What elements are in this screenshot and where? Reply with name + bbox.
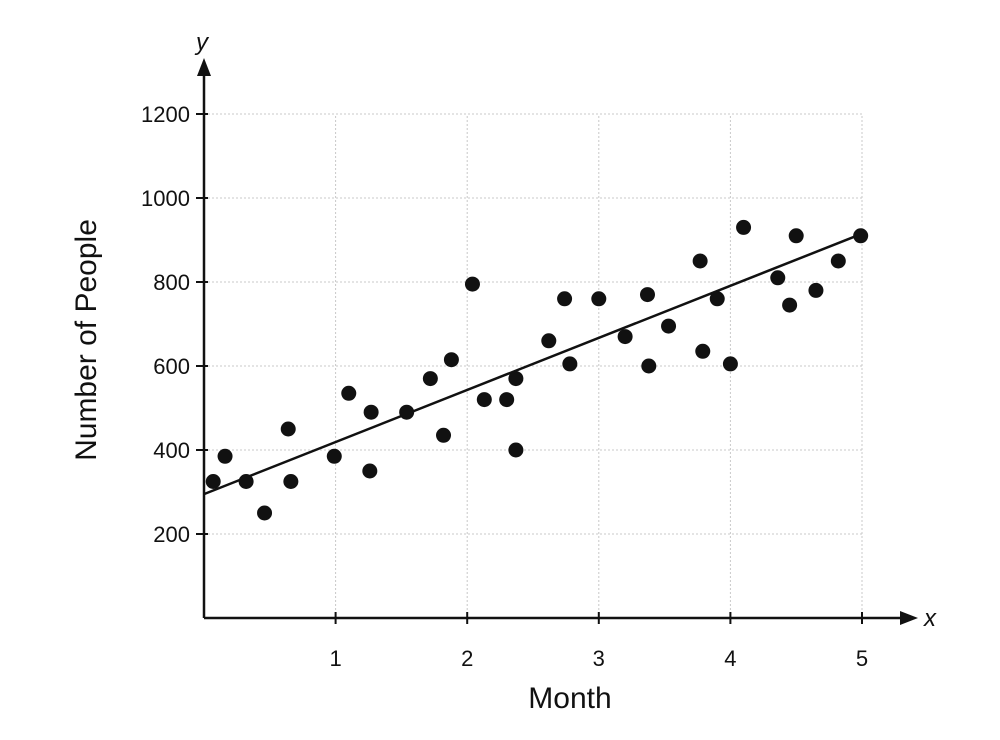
y-tick-label-800: 800 xyxy=(153,270,190,295)
tick-labels: 1 2 3 4 5 200 400 600 800 1000 1200 xyxy=(141,102,868,671)
x-tick-label-4: 4 xyxy=(724,646,736,671)
data-point-0 xyxy=(205,474,221,489)
data-point-3 xyxy=(257,505,273,521)
x-tick-label-5: 5 xyxy=(856,646,868,671)
data-point-10 xyxy=(399,404,415,420)
data-point-9 xyxy=(363,404,379,420)
y-tick-label-200: 200 xyxy=(153,522,190,547)
data-point-12 xyxy=(436,427,452,443)
x-tick-label-1: 1 xyxy=(329,646,341,671)
y-axis-title: Number of People xyxy=(70,219,103,461)
axes: y x xyxy=(194,29,937,632)
data-point-29 xyxy=(709,291,725,307)
data-point-24 xyxy=(639,287,655,303)
data-point-19 xyxy=(541,333,557,349)
x-tick-label-2: 2 xyxy=(461,646,473,671)
data-point-1 xyxy=(217,448,233,464)
data-point-15 xyxy=(476,392,492,408)
ticks xyxy=(196,113,863,624)
x-tick-label-3: 3 xyxy=(593,646,605,671)
data-point-11 xyxy=(422,371,438,387)
data-point-26 xyxy=(661,318,677,334)
data-point-16 xyxy=(499,392,515,408)
data-point-34 xyxy=(788,228,804,244)
y-tick-label-600: 600 xyxy=(153,354,190,379)
data-point-32 xyxy=(770,270,786,286)
grid xyxy=(204,113,863,618)
data-point-33 xyxy=(782,297,798,313)
data-point-28 xyxy=(695,343,711,359)
data-point-35 xyxy=(808,282,824,298)
data-point-14 xyxy=(464,276,480,292)
y-tick-label-400: 400 xyxy=(153,438,190,463)
data-point-2 xyxy=(238,474,254,489)
data-point-20 xyxy=(557,291,573,307)
x-axis-title: Month xyxy=(528,682,611,715)
data-point-30 xyxy=(722,356,738,372)
data-point-17 xyxy=(508,371,524,387)
data-point-5 xyxy=(283,474,299,489)
data-point-27 xyxy=(692,253,708,269)
y-tick-label-1000: 1000 xyxy=(141,186,190,211)
data-point-4 xyxy=(280,421,296,437)
data-point-31 xyxy=(736,219,752,235)
data-point-7 xyxy=(341,385,357,401)
data-point-25 xyxy=(641,358,657,374)
data-point-36 xyxy=(830,253,846,269)
y-axis-letter: y xyxy=(194,29,210,56)
x-axis-arrow xyxy=(900,611,918,625)
x-axis-letter: x xyxy=(923,605,937,632)
data-point-6 xyxy=(326,448,342,464)
data-point-21 xyxy=(562,356,578,372)
data-point-18 xyxy=(508,442,524,458)
data-point-8 xyxy=(362,463,378,479)
y-tick-label-1200: 1200 xyxy=(141,102,190,127)
data-point-22 xyxy=(591,291,607,307)
data-point-23 xyxy=(617,329,633,345)
data-point-13 xyxy=(443,352,459,368)
trend-line xyxy=(203,232,863,496)
data-points xyxy=(205,219,869,521)
y-axis-arrow xyxy=(197,58,211,76)
data-point-37 xyxy=(853,228,869,244)
